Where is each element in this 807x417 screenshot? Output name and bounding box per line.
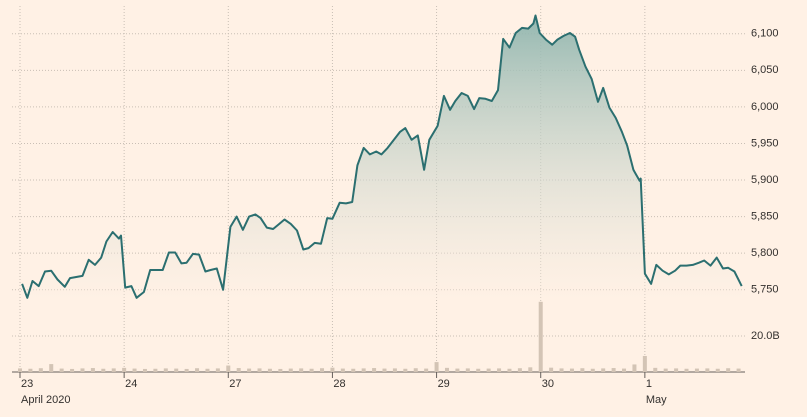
volume-bar xyxy=(486,368,491,372)
area xyxy=(22,15,742,300)
volume-bar xyxy=(80,368,85,372)
volume-bar xyxy=(163,368,168,372)
volume-bar xyxy=(663,368,668,372)
volume-bar xyxy=(28,368,33,372)
volume-bar xyxy=(611,368,616,372)
volume-bar xyxy=(288,368,293,372)
volume-bar xyxy=(330,367,335,372)
y-tick-label: 5,850 xyxy=(751,211,779,223)
volume-bar xyxy=(340,368,345,372)
volume-bar xyxy=(215,368,220,372)
volume-bar xyxy=(590,368,595,372)
volume-bar xyxy=(726,368,731,372)
volume-bar xyxy=(372,368,377,372)
volume-bar xyxy=(236,368,241,372)
volume-bar xyxy=(142,368,147,372)
volume-bar xyxy=(517,368,522,372)
volume-bar xyxy=(507,368,512,372)
x-period-label: April 2020 xyxy=(21,394,71,406)
volume-bar xyxy=(382,368,387,372)
volume-bar xyxy=(278,368,283,372)
y-tick-label: 5,950 xyxy=(751,137,779,149)
volume-bar xyxy=(174,368,179,372)
volume-bar xyxy=(361,368,366,372)
y-tick-label: 5,900 xyxy=(751,174,779,186)
volume-bar xyxy=(434,362,439,372)
volume-bar xyxy=(465,368,470,372)
volume-bar xyxy=(642,355,647,372)
volume-bar xyxy=(18,368,22,372)
volume-bar xyxy=(351,368,356,372)
volume-bar xyxy=(549,367,554,372)
volume-bar xyxy=(122,367,127,372)
volume-bar xyxy=(247,368,252,372)
x-tick-label: 1 xyxy=(646,378,652,390)
x-tick-label: 28 xyxy=(333,378,345,390)
volume-bar xyxy=(705,368,710,372)
y-tick-label: 6,100 xyxy=(751,28,779,40)
x-tick-label: 29 xyxy=(438,378,450,390)
volume-bar xyxy=(226,365,231,372)
y-tick-label: 5,750 xyxy=(751,284,779,296)
volume-bar xyxy=(153,368,158,372)
volume-bar xyxy=(267,368,272,372)
x-tick-label: 30 xyxy=(542,378,554,390)
volume-bar xyxy=(569,368,574,372)
volume-bar xyxy=(403,368,408,372)
volume-bar xyxy=(736,368,741,372)
y-tick-label: 6,050 xyxy=(751,64,779,76)
volume-bar xyxy=(559,368,564,372)
y-tick-label: 5,800 xyxy=(751,247,779,259)
volume-bar xyxy=(59,368,64,372)
volume-bar xyxy=(674,368,679,372)
x-tick-label: 27 xyxy=(229,378,241,390)
volume-bar xyxy=(580,368,585,372)
volume-bar xyxy=(715,368,720,372)
volume-bar xyxy=(90,368,95,372)
x-period-label: May xyxy=(646,394,667,406)
y-tick-label: 6,000 xyxy=(751,101,779,113)
volume-bar xyxy=(632,364,637,372)
x-tick-label: 24 xyxy=(125,378,137,390)
volume-bar xyxy=(538,301,543,372)
volume-bar xyxy=(101,368,106,372)
volume-bar xyxy=(444,367,449,372)
volume-bar xyxy=(455,368,460,372)
volume-bar xyxy=(38,368,43,372)
x-tick-label: 23 xyxy=(21,378,33,390)
volume-bar xyxy=(622,368,627,372)
volume-bar xyxy=(309,368,314,372)
volume-bar xyxy=(392,368,397,372)
volume-bar xyxy=(413,368,418,372)
volume-bar xyxy=(497,368,502,372)
volume-bar xyxy=(528,367,533,372)
volume-bar xyxy=(653,367,658,372)
volume-bar xyxy=(49,364,54,372)
volume-bar xyxy=(184,368,189,372)
volume-bar xyxy=(424,368,429,372)
y2-tick-label: 20.0B xyxy=(751,330,780,342)
volume-bar xyxy=(476,368,481,372)
price-line xyxy=(21,14,743,299)
volume-bar xyxy=(601,368,606,372)
volume-bar xyxy=(132,368,137,372)
volume-bar xyxy=(70,368,75,372)
volume-bar xyxy=(684,368,689,372)
volume-bar xyxy=(299,368,304,372)
volume-bar xyxy=(320,368,325,372)
volume-bar xyxy=(195,368,200,372)
volume-bar xyxy=(257,368,262,372)
volume-bar xyxy=(111,368,116,372)
volume-bar xyxy=(694,368,699,372)
volume-bar xyxy=(205,368,210,372)
